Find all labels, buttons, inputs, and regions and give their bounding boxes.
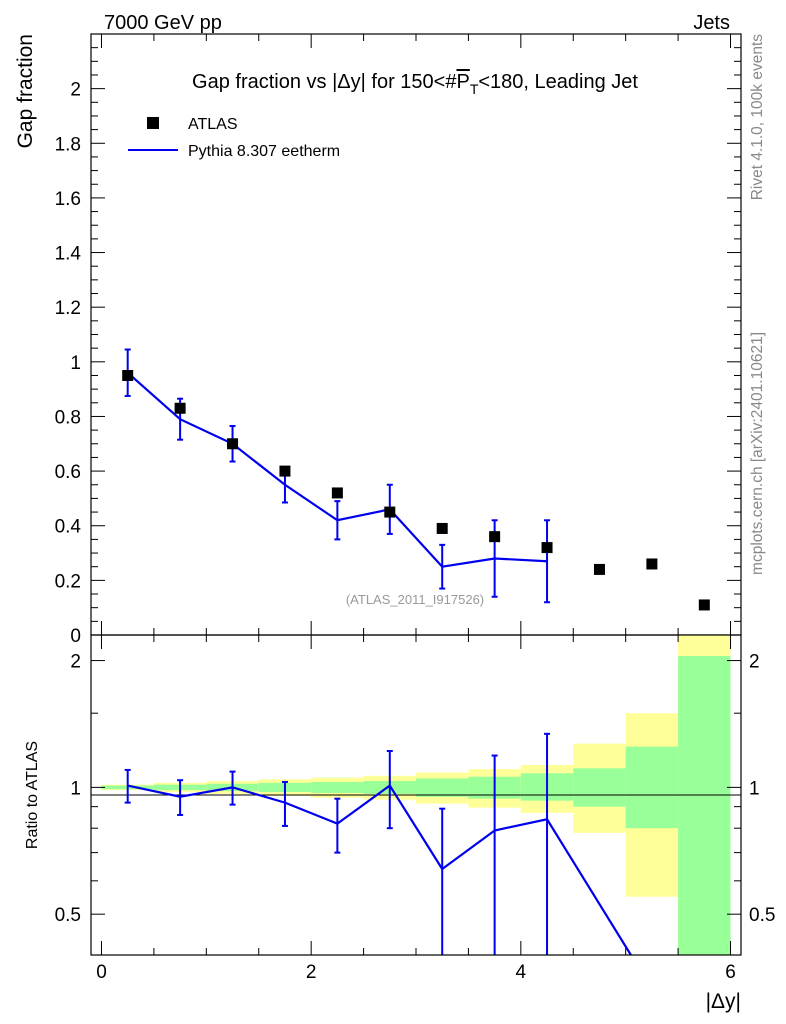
- ratio-y-tick-label-right: 1: [749, 778, 760, 799]
- ratio-x-tick-label: 4: [516, 962, 527, 983]
- main-y-tick-label: 0.4: [55, 517, 82, 538]
- atlas-data-point: [384, 506, 396, 518]
- mcplots-label: mcplots.cern.ch [arXiv:2401.10621]: [749, 332, 766, 575]
- title-subscript-t: T: [470, 81, 479, 97]
- ratio-panel: 0.5 0.5 1 1 2 2 0 2 4 6 Ratio to ATLAS |Δy|: [24, 634, 775, 1013]
- ratio-green-band: [678, 656, 731, 955]
- main-y-tick-label: 0.2: [55, 571, 81, 592]
- title-overline-p: P: [456, 71, 469, 93]
- atlas-data-point: [279, 465, 291, 477]
- main-title: Gap fraction vs |Δy| for 150<#PT<180, Le…: [192, 71, 638, 97]
- ratio-y-tick-label-left: 0.5: [55, 905, 81, 926]
- legend-atlas-marker: [147, 117, 159, 129]
- legend: ATLAS Pythia 8.307 eetherm: [128, 116, 340, 160]
- main-y-tick-label: 1.2: [55, 298, 81, 319]
- ratio-green-band: [416, 778, 469, 797]
- atlas-data-point: [174, 402, 186, 414]
- main-series: [122, 348, 710, 611]
- legend-atlas-label: ATLAS: [188, 116, 238, 133]
- atlas-data-point: [698, 599, 710, 611]
- analysis-watermark: (ATLAS_2011_I917526): [346, 592, 484, 607]
- main-y-tick-label: 1.6: [55, 189, 81, 210]
- ratio-green-band: [573, 768, 626, 807]
- atlas-data-point: [331, 487, 343, 499]
- main-panel: 0 0.2 0.4 0.6 0.8 1 1.2 1.4 1.6 1.8 2 Gap fraction…: [14, 33, 742, 647]
- ratio-frame: [90, 634, 742, 956]
- ratio-axis-ticks: 0.5 0.5 1 1 2 2 0 2 4 6: [55, 635, 775, 983]
- ratio-y-tick-label-right: 2: [749, 652, 760, 673]
- main-y-axis-label: Gap fraction: [14, 34, 37, 148]
- main-y-tick-label: 1.8: [55, 134, 81, 155]
- ratio-y-axis-label: Ratio to ATLAS: [24, 741, 41, 849]
- main-y-tick-label: 1.4: [55, 244, 82, 265]
- atlas-data-point: [489, 531, 501, 543]
- ratio-y-tick-label-left: 2: [70, 652, 81, 673]
- ratio-x-tick-label: 2: [306, 962, 317, 983]
- atlas-data-point: [646, 558, 658, 570]
- ratio-x-tick-label: 6: [725, 962, 736, 983]
- ratio-y-tick-label-right: 0.5: [749, 905, 775, 926]
- rivet-label: Rivet 4.1.0, 100k events: [749, 34, 766, 201]
- ratio-pythia-curve: [127, 783, 632, 956]
- ratio-series: [124, 732, 632, 956]
- x-axis-label: |Δy|: [706, 990, 741, 1013]
- atlas-data-point: [122, 369, 134, 381]
- main-y-tick-label: 1: [70, 353, 81, 374]
- ratio-y-tick-label-left: 1: [70, 778, 81, 799]
- ratio-x-tick-label: 0: [96, 962, 107, 983]
- atlas-data-point: [227, 438, 239, 450]
- main-y-tick-label: 0.6: [55, 462, 81, 483]
- main-y-tick-label: 0: [70, 626, 81, 647]
- ratio-green-band: [311, 781, 364, 793]
- main-y-tick-label: 2: [70, 80, 81, 101]
- ratio-green-band: [625, 746, 679, 829]
- atlas-data-point: [436, 522, 448, 534]
- legend-pythia-label: Pythia 8.307 eetherm: [188, 143, 340, 160]
- atlas-data-point: [541, 542, 553, 554]
- process-label: Jets: [693, 12, 730, 34]
- main-axis-ticks: 0 0.2 0.4 0.6 0.8 1 1.2 1.4 1.6 1.8 2: [55, 34, 741, 647]
- energy-label: 7000 GeV pp: [104, 12, 222, 34]
- main-y-tick-label: 0.8: [55, 407, 81, 428]
- atlas-data-point: [593, 563, 605, 575]
